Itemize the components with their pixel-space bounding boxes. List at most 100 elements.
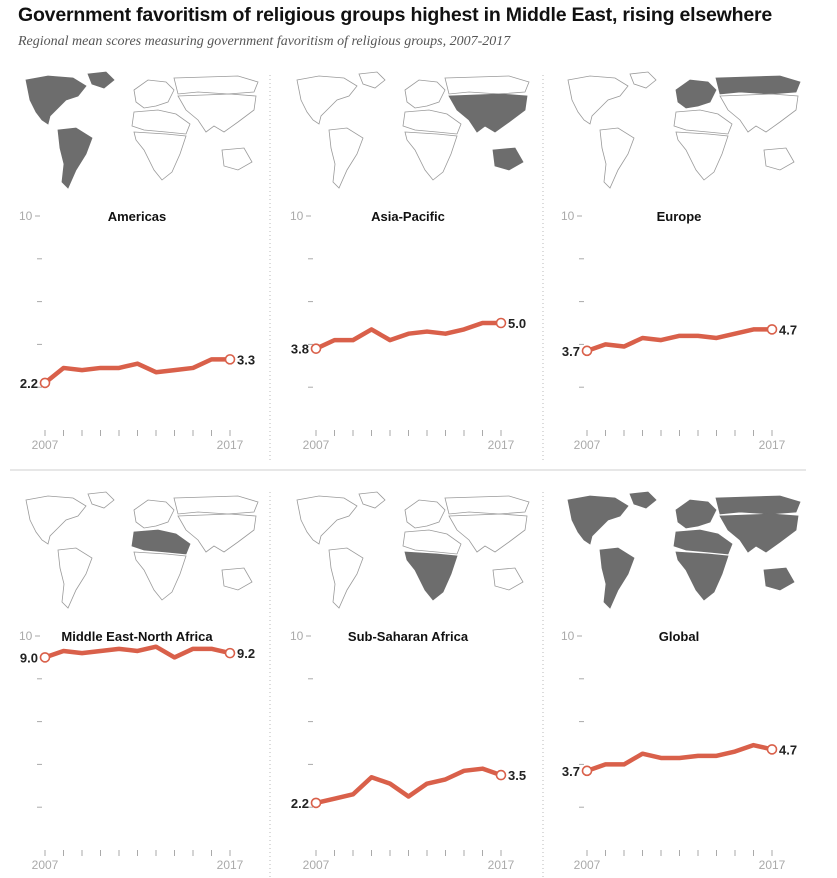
map-region-ssa xyxy=(404,551,458,601)
panel-title: Middle East-North Africa xyxy=(61,629,213,644)
map-region-mena xyxy=(131,529,191,555)
map-region-ssa xyxy=(404,131,458,181)
map-region-oceania xyxy=(492,567,524,591)
end-point xyxy=(224,354,236,365)
map-region-oceania xyxy=(221,147,253,171)
map-region-oceania xyxy=(492,147,524,171)
map-region-americas xyxy=(629,491,657,509)
map-region-americas xyxy=(358,71,386,89)
end-value-label: 3.5 xyxy=(508,768,526,783)
map-region-europe xyxy=(715,495,801,515)
map-region-asia xyxy=(719,513,799,553)
panel-asia-pacific: 10 Asia-Pacific 2007 2017 3.8 5.0 xyxy=(290,71,530,452)
map-region-americas xyxy=(296,495,358,545)
map-region-americas xyxy=(296,75,358,125)
panel-title: Europe xyxy=(657,209,702,224)
map-region-americas xyxy=(25,495,87,545)
chart-title: Government favoritism of religious group… xyxy=(18,4,773,26)
start-point xyxy=(39,652,51,663)
map-region-mena xyxy=(402,529,462,555)
series-line xyxy=(313,320,504,351)
x-tick-label-end: 2017 xyxy=(759,858,786,872)
map-region-ssa xyxy=(133,551,187,601)
map-region-americas xyxy=(599,547,635,609)
x-tick-label-end: 2017 xyxy=(759,438,786,452)
start-value-label: 3.7 xyxy=(562,764,580,779)
start-point xyxy=(310,343,322,354)
map-region-ssa xyxy=(675,551,729,601)
map-region-mena xyxy=(673,529,733,555)
world-map xyxy=(567,491,801,609)
map-region-oceania xyxy=(763,567,795,591)
map-region-americas xyxy=(57,127,93,189)
map-region-europe xyxy=(404,499,446,529)
map-region-americas xyxy=(567,75,629,125)
panel-europe: 10 Europe 2007 2017 3.7 4.7 xyxy=(561,71,801,452)
map-region-americas xyxy=(57,547,93,609)
map-region-europe xyxy=(133,79,175,109)
x-tick-label-end: 2017 xyxy=(217,858,244,872)
x-tick-label-start: 2007 xyxy=(32,438,59,452)
start-point xyxy=(581,765,593,777)
map-region-americas xyxy=(328,127,364,189)
map-region-americas xyxy=(87,71,115,89)
y-tick-label: 10 xyxy=(19,209,33,223)
map-region-americas xyxy=(87,491,115,509)
map-region-asia xyxy=(448,93,528,133)
panel-middle-east-north-africa: 10 Middle East-North Africa 2007 2017 9.0 9.2 xyxy=(19,491,259,872)
panel-title: Sub-Saharan Africa xyxy=(348,629,469,644)
map-region-asia xyxy=(177,93,257,133)
y-tick-label: 10 xyxy=(290,629,304,643)
end-point xyxy=(766,744,778,755)
world-map xyxy=(25,71,259,189)
map-region-oceania xyxy=(221,567,253,591)
map-region-europe xyxy=(444,75,530,95)
map-region-europe xyxy=(675,499,717,529)
map-region-americas xyxy=(328,547,364,609)
y-tick-label: 10 xyxy=(561,629,575,643)
start-value-label: 9.0 xyxy=(20,650,38,665)
end-value-label: 5.0 xyxy=(508,316,526,331)
end-point xyxy=(766,324,778,335)
y-tick-label: 10 xyxy=(561,209,575,223)
start-value-label: 2.2 xyxy=(291,796,309,811)
map-region-europe xyxy=(715,75,801,95)
end-point xyxy=(224,647,236,659)
map-region-ssa xyxy=(675,131,729,181)
map-region-americas xyxy=(629,71,657,89)
end-point xyxy=(495,317,507,329)
series-line xyxy=(42,644,233,660)
panel-sub-saharan-africa: 10 Sub-Saharan Africa 2007 2017 2.2 3.5 xyxy=(290,491,530,872)
map-region-oceania xyxy=(763,147,795,171)
start-value-label: 3.8 xyxy=(291,342,309,357)
series-line xyxy=(584,742,775,774)
start-point xyxy=(581,345,593,357)
panel-global: 10 Global 2007 2017 3.7 4.7 xyxy=(561,491,801,872)
map-region-americas xyxy=(358,491,386,509)
panel-americas: 10 Americas 2007 2017 2.2 3.3 xyxy=(19,71,259,452)
chart-subtitle: Regional mean scores measuring governmen… xyxy=(18,34,511,49)
map-region-mena xyxy=(673,109,733,135)
map-region-europe xyxy=(675,79,717,109)
x-tick-label-end: 2017 xyxy=(488,438,515,452)
panel-title: Americas xyxy=(108,209,167,224)
series-line xyxy=(584,327,775,354)
map-region-americas xyxy=(599,127,635,189)
end-value-label: 3.3 xyxy=(237,352,255,367)
world-map xyxy=(25,491,259,609)
x-tick-label-start: 2007 xyxy=(303,438,330,452)
map-region-europe xyxy=(173,495,259,515)
start-point xyxy=(310,797,322,809)
map-region-europe xyxy=(444,495,530,515)
series-line xyxy=(42,357,233,386)
x-tick-label-start: 2007 xyxy=(574,858,601,872)
start-point xyxy=(39,377,51,389)
map-region-mena xyxy=(402,109,462,135)
start-value-label: 2.2 xyxy=(20,376,38,391)
map-region-europe xyxy=(404,79,446,109)
map-region-europe xyxy=(133,499,175,529)
world-map xyxy=(296,71,530,189)
end-value-label: 4.7 xyxy=(779,742,797,757)
map-region-americas xyxy=(25,75,87,125)
